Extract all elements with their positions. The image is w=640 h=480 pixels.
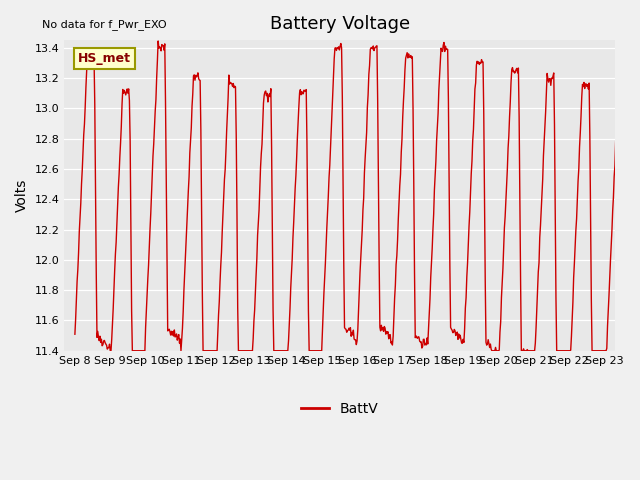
Text: HS_met: HS_met [78, 52, 131, 65]
Title: Battery Voltage: Battery Voltage [269, 15, 410, 33]
Legend: BattV: BattV [296, 396, 384, 421]
Text: No data for f_Pwr_EXO: No data for f_Pwr_EXO [42, 19, 166, 30]
Y-axis label: Volts: Volts [15, 179, 29, 212]
